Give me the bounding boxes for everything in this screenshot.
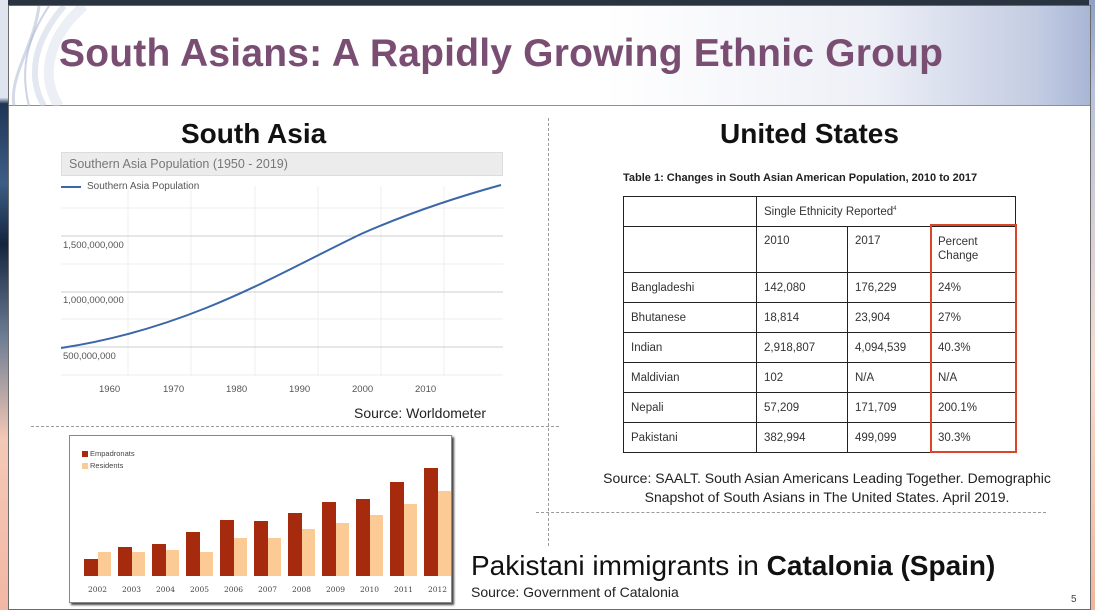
slide-header: South Asians: A Rapidly Growing Ethnic G…: [9, 6, 1090, 106]
page-number: 5: [1071, 594, 1077, 605]
bar-group-2005: [186, 532, 213, 576]
table-row: Maldivian 102 N/A N/A: [623, 362, 1016, 393]
x-label-2005: 2005: [189, 585, 210, 594]
table-row: Pakistani 382,994 499,099 30.3%: [623, 422, 1016, 453]
table-row: Indian 2,918,807 4,094,539 40.3%: [623, 332, 1016, 363]
bar-group-2008: [288, 513, 315, 576]
horizontal-divider-right: [536, 512, 1046, 513]
background-window-strip-left: [0, 0, 8, 610]
slide: South Asians: A Rapidly Growing Ethnic G…: [8, 5, 1091, 610]
bar-chart-legend: Empadronats Residents: [82, 448, 135, 472]
table-row: Bhutanese 18,814 23,904 27%: [623, 302, 1016, 333]
bar-residents-2012: [437, 491, 451, 576]
worldometer-source: Source: Worldometer: [354, 405, 487, 421]
south-asia-line-chart: Southern Asia Population (1950 - 2019) S…: [61, 152, 503, 398]
x-label-1960: 1960: [99, 384, 121, 395]
bar-residents-2004: [165, 550, 179, 576]
legend-label: Southern Asia Population: [87, 181, 200, 192]
bar-residents-2002: [97, 552, 111, 576]
y-label-1000m: 1,000,000,000: [63, 295, 124, 306]
bar-chart-bars: [84, 456, 451, 576]
bar-empadronats-2003: [118, 547, 132, 576]
x-label-2004: 2004: [155, 585, 176, 594]
catalonia-title: Pakistani immigrants in Catalonia (Spain…: [471, 550, 996, 581]
bar-group-2011: [390, 482, 417, 576]
bar-group-2012: [424, 468, 451, 576]
bar-empadronats-2004: [152, 544, 166, 576]
bar-empadronats-2009: [322, 502, 336, 576]
x-label-2002: 2002: [87, 585, 108, 594]
x-label-2010: 2010: [415, 384, 437, 395]
x-label-1990: 1990: [289, 384, 311, 395]
bar-group-2010: [356, 499, 383, 576]
bar-group-2003: [118, 547, 145, 576]
bar-residents-2009: [335, 523, 349, 576]
decorative-swoosh-icon: [11, 6, 88, 106]
bar-group-2004: [152, 544, 179, 576]
x-label-2011: 2011: [393, 585, 414, 594]
footnote-marker: 4: [893, 205, 897, 212]
united-states-heading: United States: [720, 118, 899, 149]
bar-residents-2003: [131, 552, 145, 576]
bar-group-2009: [322, 502, 349, 576]
legend-swatch-light-icon: [82, 463, 88, 470]
x-label-2000: 2000: [352, 384, 374, 395]
table-caption: Table 1: Changes in South Asian American…: [623, 172, 978, 184]
column-header-group: [623, 226, 757, 273]
catalonia-source: Source: Government of Catalonia: [471, 584, 679, 600]
legend-swatch-dark-icon: [82, 451, 88, 458]
bar-group-2006: [220, 520, 247, 576]
column-header-percent-change: Percent Change: [930, 226, 1016, 273]
x-label-2007: 2007: [257, 585, 278, 594]
x-label-2008: 2008: [291, 585, 312, 594]
line-chart-legend: Southern Asia Population: [61, 181, 199, 192]
bar-chart-x-axis: 2002 2003 2004 2005 2006 2007 2008 2009 2010 2011…: [84, 585, 451, 594]
x-label-2006: 2006: [223, 585, 244, 594]
bar-residents-2005: [199, 552, 213, 576]
horizontal-divider-left: [31, 426, 559, 427]
bar-residents-2006: [233, 538, 247, 576]
bar-empadronats-2010: [356, 499, 370, 576]
table-row: Nepali 57,209 171,709 200.1%: [623, 392, 1016, 423]
y-label-500m: 500,000,000: [63, 351, 116, 362]
vertical-divider: [548, 118, 549, 546]
bar-group-2007: [254, 521, 281, 576]
bar-residents-2007: [267, 538, 281, 576]
bar-residents-2010: [369, 515, 383, 576]
table-row: Bangladeshi 142,080 176,229 24%: [623, 272, 1016, 303]
x-label-1970: 1970: [163, 384, 185, 395]
bar-empadronats-2007: [254, 521, 268, 576]
bar-empadronats-2008: [288, 513, 302, 576]
table-header-row-group: Single Ethnicity Reported4: [623, 196, 1016, 227]
x-label-2009: 2009: [325, 585, 346, 594]
table-header-row: 2010 2017 Percent Change: [623, 226, 1016, 273]
legend-line-icon: [61, 185, 81, 188]
group-header: Single Ethnicity Reported4: [756, 196, 1016, 227]
bar-residents-2008: [301, 529, 315, 576]
population-table: Single Ethnicity Reported4 2010 2017 Per…: [623, 196, 1016, 453]
bar-empadronats-2012: [424, 468, 438, 576]
line-chart-plot: [61, 184, 503, 376]
x-label-2003: 2003: [121, 585, 142, 594]
bar-residents-2011: [403, 504, 417, 576]
saalt-source: Source: SAALT. South Asian Americans Lea…: [603, 470, 1051, 505]
bar-empadronats-2006: [220, 520, 234, 576]
bar-empadronats-2011: [390, 482, 404, 576]
bar-empadronats-2002: [84, 559, 98, 576]
south-asia-heading: South Asia: [181, 118, 327, 149]
background-window-strip-right: [1089, 0, 1095, 610]
slide-title: South Asians: A Rapidly Growing Ethnic G…: [59, 32, 944, 75]
catalonia-bar-chart: Empadronats Residents 2002 2003 2004 2005 20…: [69, 435, 452, 603]
population-line: [61, 184, 502, 349]
bar-group-2002: [84, 552, 111, 576]
column-header-2017: 2017: [847, 226, 931, 273]
bar-empadronats-2005: [186, 532, 200, 576]
x-label-1980: 1980: [226, 384, 248, 395]
column-header-2010: 2010: [756, 226, 848, 273]
x-label-2012: 2012: [427, 585, 448, 594]
y-label-1500m: 1,500,000,000: [63, 240, 124, 251]
x-label-2010: 2010: [359, 585, 380, 594]
line-chart-title: Southern Asia Population (1950 - 2019): [61, 152, 503, 176]
